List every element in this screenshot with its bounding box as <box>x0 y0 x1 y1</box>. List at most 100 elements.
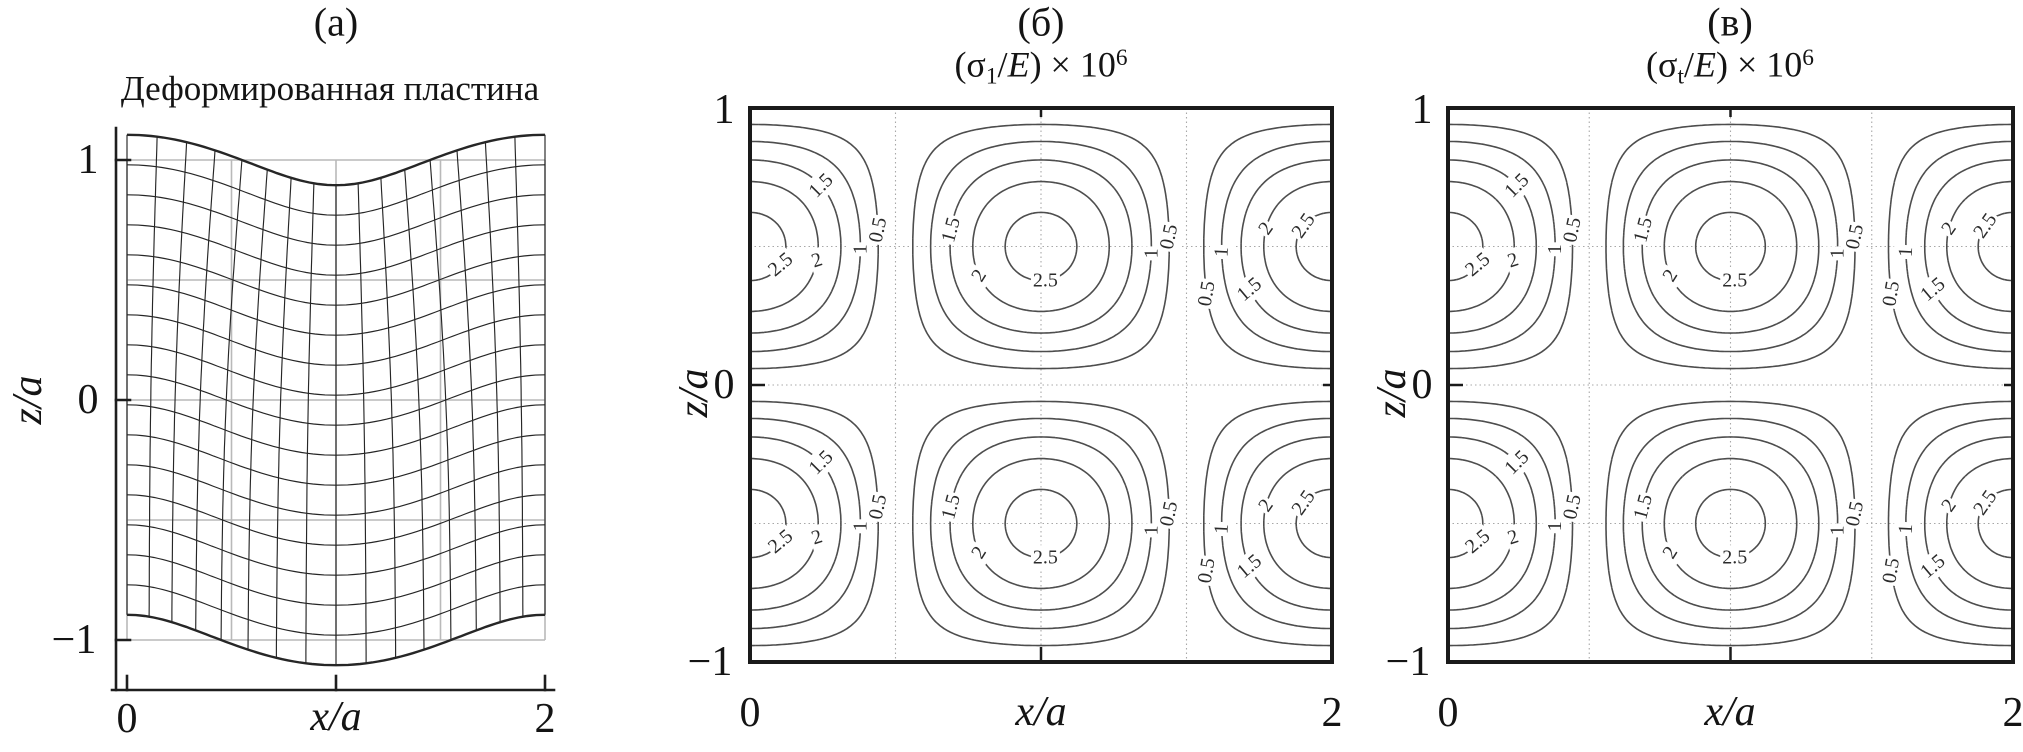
contour-label: 1.5 <box>802 166 840 205</box>
contour-label: 2 <box>1252 215 1280 242</box>
contour-label: 1.5 <box>1913 547 1952 585</box>
contour-label: 2 <box>965 540 993 565</box>
svg-text:0.5: 0.5 <box>1841 222 1868 251</box>
contour-label: 2.5 <box>1285 483 1322 522</box>
panel-v-tag: (в) <box>1707 0 1753 45</box>
contour-label: 2.5 <box>761 522 800 561</box>
contour-label: 1 <box>1825 246 1850 261</box>
contour-label: 1 <box>1893 521 1919 537</box>
contour-label: 1.5 <box>1913 270 1952 308</box>
panel-v-ticks <box>1448 108 2013 662</box>
panel-a-ytick-0: 0 <box>77 377 99 423</box>
svg-text:1.5: 1.5 <box>1233 550 1266 583</box>
contour-label: 0.5 <box>1840 220 1870 254</box>
contour-label: 0.5 <box>1840 497 1870 531</box>
svg-text:1: 1 <box>1210 523 1232 534</box>
contour-label: 0.5 <box>1876 277 1906 310</box>
panel-b-xtick-2: 2 <box>1321 690 1343 736</box>
svg-text:2.5: 2.5 <box>1287 209 1319 242</box>
contour-label: 1 <box>1139 246 1164 261</box>
contour-label: 1.5 <box>1627 489 1659 525</box>
panel-v-ytick-1: 1 <box>1411 87 1433 133</box>
panel-v-ytick-0: 0 <box>1411 362 1433 408</box>
panel-b-ylabel: z/a <box>671 368 717 418</box>
panel-a-plot <box>110 126 556 692</box>
svg-text:2.5: 2.5 <box>1969 209 2001 242</box>
svg-text:1.5: 1.5 <box>1233 273 1266 306</box>
panel-a-xtick-2: 2 <box>534 696 556 742</box>
contour-label: 0.5 <box>1557 213 1588 247</box>
contour-label: 2 <box>1502 523 1524 551</box>
contour-label: 1.5 <box>1498 166 1536 205</box>
contour-label: 1 <box>848 242 873 257</box>
svg-text:2.5: 2.5 <box>1722 546 1747 568</box>
svg-text:1.5: 1.5 <box>1500 446 1533 479</box>
panel-b-title-exponent: 6 <box>1115 44 1128 71</box>
contour-label: 1 <box>1139 523 1164 538</box>
svg-text:0.5: 0.5 <box>1156 499 1183 528</box>
contour-label: 2 <box>806 523 828 551</box>
svg-text:1: 1 <box>1544 521 1566 531</box>
contour-label: 2 <box>1252 492 1280 519</box>
panel-a-axes <box>110 126 556 692</box>
svg-text:1: 1 <box>1827 248 1849 258</box>
svg-text:1: 1 <box>1895 523 1917 534</box>
svg-text:1: 1 <box>849 521 871 531</box>
contour-label: 0.5 <box>1876 554 1906 587</box>
panel-v-title-slash: / <box>1683 44 1694 85</box>
svg-text:1: 1 <box>1140 248 1162 258</box>
svg-text:2.5: 2.5 <box>1287 486 1319 519</box>
contour-label: 2 <box>965 263 993 288</box>
contour-label: 2.5 <box>761 245 800 284</box>
panel-b-title-E: E <box>1007 44 1030 85</box>
panel-b-xlabel: x/a <box>1015 689 1067 735</box>
svg-text:1: 1 <box>1210 246 1232 257</box>
contour-label: 0.5 <box>863 213 893 247</box>
contour-label: 2 <box>806 246 828 274</box>
panel-b-title-subscript: 1 <box>985 63 998 90</box>
contour-label: 2.5 <box>1030 268 1060 293</box>
svg-text:2.5: 2.5 <box>1033 269 1058 291</box>
svg-text:0.5: 0.5 <box>1878 556 1904 584</box>
panel-b-ytick-neg1: −1 <box>687 639 733 685</box>
contour-label: 1.5 <box>935 489 967 525</box>
panel-b-title: (σ1/E) × 106 <box>954 43 1127 90</box>
panel-v-title-exponent: 6 <box>1802 44 1814 71</box>
contour-label: 0.5 <box>1154 497 1184 531</box>
svg-text:0.5: 0.5 <box>865 215 892 244</box>
contour-label: 1 <box>1893 244 1919 260</box>
svg-text:1.5: 1.5 <box>1916 273 1949 306</box>
svg-text:2.5: 2.5 <box>1969 486 2001 519</box>
svg-text:0.5: 0.5 <box>1194 279 1220 307</box>
panel-a-ytick-1: 1 <box>77 137 99 183</box>
panel-b-ytick-0: 0 <box>713 362 735 408</box>
contour-label: 1.5 <box>802 443 840 482</box>
panel-a-ylabel: z/a <box>5 375 51 425</box>
svg-text:0.5: 0.5 <box>1194 556 1220 584</box>
panel-v-xtick-0: 0 <box>1437 690 1459 736</box>
panel-v-ytick-neg1: −1 <box>1385 639 1431 685</box>
panel-v-title-subscript: t <box>1677 63 1684 90</box>
svg-text:1: 1 <box>1827 525 1849 535</box>
contour-label: 1.5 <box>935 212 967 248</box>
contour-label: 2 <box>1935 492 1963 519</box>
svg-text:0.5: 0.5 <box>1559 215 1586 244</box>
contour-label: 0.5 <box>1192 554 1221 587</box>
svg-text:0.5: 0.5 <box>1841 499 1868 528</box>
svg-text:1: 1 <box>849 244 871 254</box>
panel-v-title-E: E <box>1693 44 1716 85</box>
panel-v-title-open: (σ <box>1646 44 1678 85</box>
panel-v-ylabel: z/a <box>1369 368 1415 418</box>
contour-label: 1 <box>1825 523 1850 538</box>
contour-label: 2.5 <box>1720 545 1750 570</box>
panel-a-ytick-neg1: −1 <box>51 617 97 663</box>
contour-label: 0.5 <box>1557 490 1588 524</box>
svg-text:1.5: 1.5 <box>1916 550 1949 583</box>
panel-a-title: Деформированная пластина <box>120 69 540 108</box>
svg-text:1.5: 1.5 <box>1500 169 1533 202</box>
svg-text:0.5: 0.5 <box>1156 222 1183 251</box>
contour-label: 2.5 <box>1030 545 1060 570</box>
svg-text:1: 1 <box>1544 244 1566 254</box>
